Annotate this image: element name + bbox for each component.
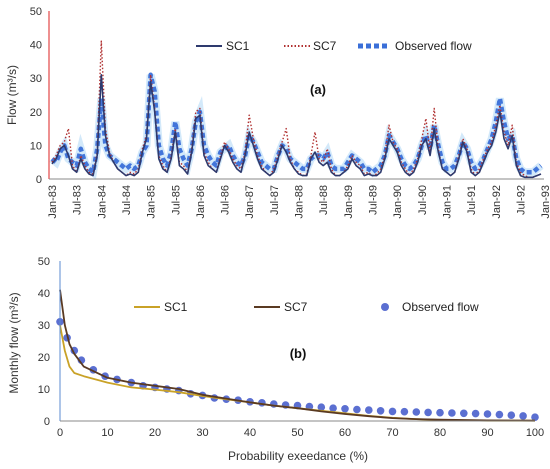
panel-b-y-tick-label: 50 [38, 256, 50, 268]
observed-flow-point [388, 407, 397, 416]
panel-a-x-tick-label: Jan-90 [392, 185, 404, 219]
series-line-sc1 [51, 74, 542, 179]
panel-a-x-tick-label: Jul-85 [170, 185, 182, 215]
panel-a-x-tick-label: Jul-86 [220, 185, 232, 215]
panel-a-y-tick-label: 30 [30, 73, 42, 85]
panel-a-y-tick-label: 10 [30, 140, 42, 152]
panel-a-x-tick-label: Jan-92 [491, 185, 503, 219]
panel-a-label: (a) [310, 82, 326, 97]
panel-b-x-tick-label: 30 [196, 427, 208, 439]
legend-b-observed-swatch [381, 303, 389, 311]
panel-a-x-tick-label: Jan-84 [96, 185, 108, 219]
panel-b-y-tick-label: 30 [38, 320, 50, 332]
observed-flow-point [519, 412, 527, 420]
panel-b-x-tick-label: 50 [291, 427, 303, 439]
observed-flow-point [471, 409, 480, 418]
observed-flow-point [483, 410, 492, 418]
panel-a-x-tick-label: Jan-85 [146, 185, 158, 219]
panel-b-x-tick-label: 10 [101, 427, 113, 439]
panel-a-y-axis-label: Flow (m³/s) [5, 65, 19, 125]
panel-a-x-tick-label: Jul-87 [269, 185, 281, 215]
panel-b-y-axis-label: Monthly flow (m³/s) [7, 292, 21, 393]
panel-b-x-tick-label: 40 [244, 427, 256, 439]
observed-flow-point [436, 408, 444, 417]
panel-b-x-tick-label: 60 [339, 427, 351, 439]
panel-b-label: (b) [290, 346, 307, 361]
panel-a-x-tick-label: Jul-89 [368, 185, 380, 215]
legend-sc7-label: SC7 [313, 39, 337, 53]
panel-a-x-tick-label: Jan-87 [244, 185, 256, 219]
panel-a-x-tick-label: Jul-88 [318, 185, 330, 215]
panel-a-series [49, 40, 544, 180]
panel-a-x-tick-label: Jul-84 [121, 185, 133, 215]
panel-a-y-tick-label: 50 [30, 6, 42, 18]
panel-a-x-ticks: Jan-83 Jul-83 Jan-84 Jul-84 Jan-85 Jul-85 Jan-… [47, 185, 550, 219]
observed-flow-point [365, 406, 373, 414]
observed-flow-point [448, 409, 456, 417]
panel-a-x-tick-label: Jan-89 [343, 185, 355, 219]
panel-b-series [56, 289, 539, 422]
legend-b-sc7-label: SC7 [284, 300, 308, 314]
panel-a-y-tick-label: 0 [36, 174, 42, 186]
panel-a-x-tick-label: Jul-92 [515, 185, 527, 215]
panel-b-x-tick-label: 70 [386, 427, 398, 439]
series-line-sc7 [51, 40, 542, 178]
observed-flow-point [460, 409, 468, 418]
panel-a-x-tick-label: Jul-90 [417, 185, 429, 215]
panel-b-x-tick-label: 90 [481, 427, 493, 439]
legend-b-observed-label: Observed flow [402, 300, 479, 314]
panel-b-x-axis-label: Probability exeedance (%) [228, 449, 368, 463]
panel-b-legend: SC1 SC7 Observed flow [134, 300, 479, 314]
panel-b-y-tick-label: 40 [38, 288, 50, 300]
panel-b-y-tick-label: 0 [44, 416, 50, 428]
panel-b-x-tick-label: 0 [57, 427, 63, 439]
duration-curve-sc7 [59, 289, 536, 422]
observed-flow-point [317, 403, 326, 412]
panel-b-x-tick-label: 100 [526, 427, 544, 439]
observed-flow-point [507, 411, 516, 420]
observed-flow-point [531, 413, 539, 422]
panel-a-y-tick-label: 40 [30, 40, 42, 52]
panel-a-y-tick-label: 20 [30, 107, 42, 119]
panel-a-legend: SC1 SC7 Observed flow [196, 39, 472, 53]
observed-flow-point [376, 407, 385, 415]
observed-flow-point [495, 410, 504, 419]
panel-b-x-tick-label: 20 [149, 427, 161, 439]
panel-b-x-ticks: 0 10 20 30 40 50 60 70 80 90 100 [57, 427, 544, 439]
panel-b-y-tick-label: 20 [38, 352, 50, 364]
panel-a-x-tick-label: Jan-88 [294, 185, 306, 219]
panel-a-x-tick-label: Jan-86 [195, 185, 207, 219]
observed-flow-point [341, 405, 349, 413]
panel-b-x-tick-label: 80 [434, 427, 446, 439]
panel-b-y-tick-label: 10 [38, 384, 50, 396]
panel-b-flow-duration: 0 10 20 30 40 50 0 10 20 30 40 50 60 70 80 90 100 Month… [7, 256, 544, 463]
legend-sc1-label: SC1 [226, 39, 250, 53]
panel-a-x-tick-label: Jan-91 [441, 185, 453, 219]
observed-flow-point [412, 408, 421, 416]
observed-flow-point [424, 408, 432, 417]
panel-b-y-ticks: 0 10 20 30 40 50 [38, 256, 50, 428]
observed-flow-point [353, 405, 361, 414]
observed-flow-point [400, 407, 409, 416]
panel-a-x-tick-label: Jul-91 [466, 185, 478, 215]
panel-a-x-tick-label: Jan-93 [540, 185, 550, 219]
legend-b-sc1-label: SC1 [164, 300, 188, 314]
observed-flow-point [329, 404, 337, 413]
legend-observed-label: Observed flow [395, 39, 472, 53]
panel-a-x-tick-label: Jul-83 [72, 185, 84, 215]
panel-a-y-ticks: 0 10 20 30 40 50 [30, 6, 42, 186]
panel-a-x-tick-label: Jan-83 [47, 185, 59, 219]
